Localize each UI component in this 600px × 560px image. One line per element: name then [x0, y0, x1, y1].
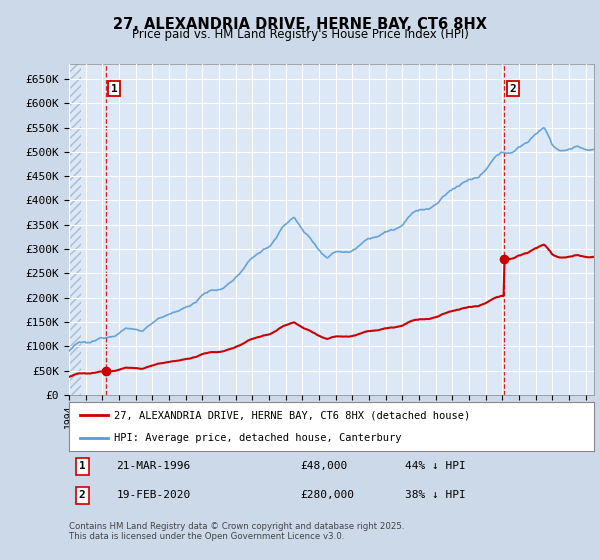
- Text: HPI: Average price, detached house, Canterbury: HPI: Average price, detached house, Cant…: [113, 433, 401, 444]
- Text: 27, ALEXANDRIA DRIVE, HERNE BAY, CT6 8HX: 27, ALEXANDRIA DRIVE, HERNE BAY, CT6 8HX: [113, 17, 487, 32]
- Text: £48,000: £48,000: [300, 461, 347, 472]
- Text: 2: 2: [79, 491, 86, 501]
- Bar: [69, 64, 80, 395]
- Text: 1: 1: [111, 83, 118, 94]
- Text: 19-FEB-2020: 19-FEB-2020: [116, 491, 191, 501]
- Text: £280,000: £280,000: [300, 491, 354, 501]
- Text: 2: 2: [509, 83, 516, 94]
- Text: 21-MAR-1996: 21-MAR-1996: [116, 461, 191, 472]
- Text: 27, ALEXANDRIA DRIVE, HERNE BAY, CT6 8HX (detached house): 27, ALEXANDRIA DRIVE, HERNE BAY, CT6 8HX…: [113, 410, 470, 421]
- Text: 44% ↓ HPI: 44% ↓ HPI: [405, 461, 466, 472]
- Text: 38% ↓ HPI: 38% ↓ HPI: [405, 491, 466, 501]
- Text: 1: 1: [79, 461, 86, 472]
- Text: Price paid vs. HM Land Registry's House Price Index (HPI): Price paid vs. HM Land Registry's House …: [131, 28, 469, 41]
- Text: Contains HM Land Registry data © Crown copyright and database right 2025.
This d: Contains HM Land Registry data © Crown c…: [69, 522, 404, 542]
